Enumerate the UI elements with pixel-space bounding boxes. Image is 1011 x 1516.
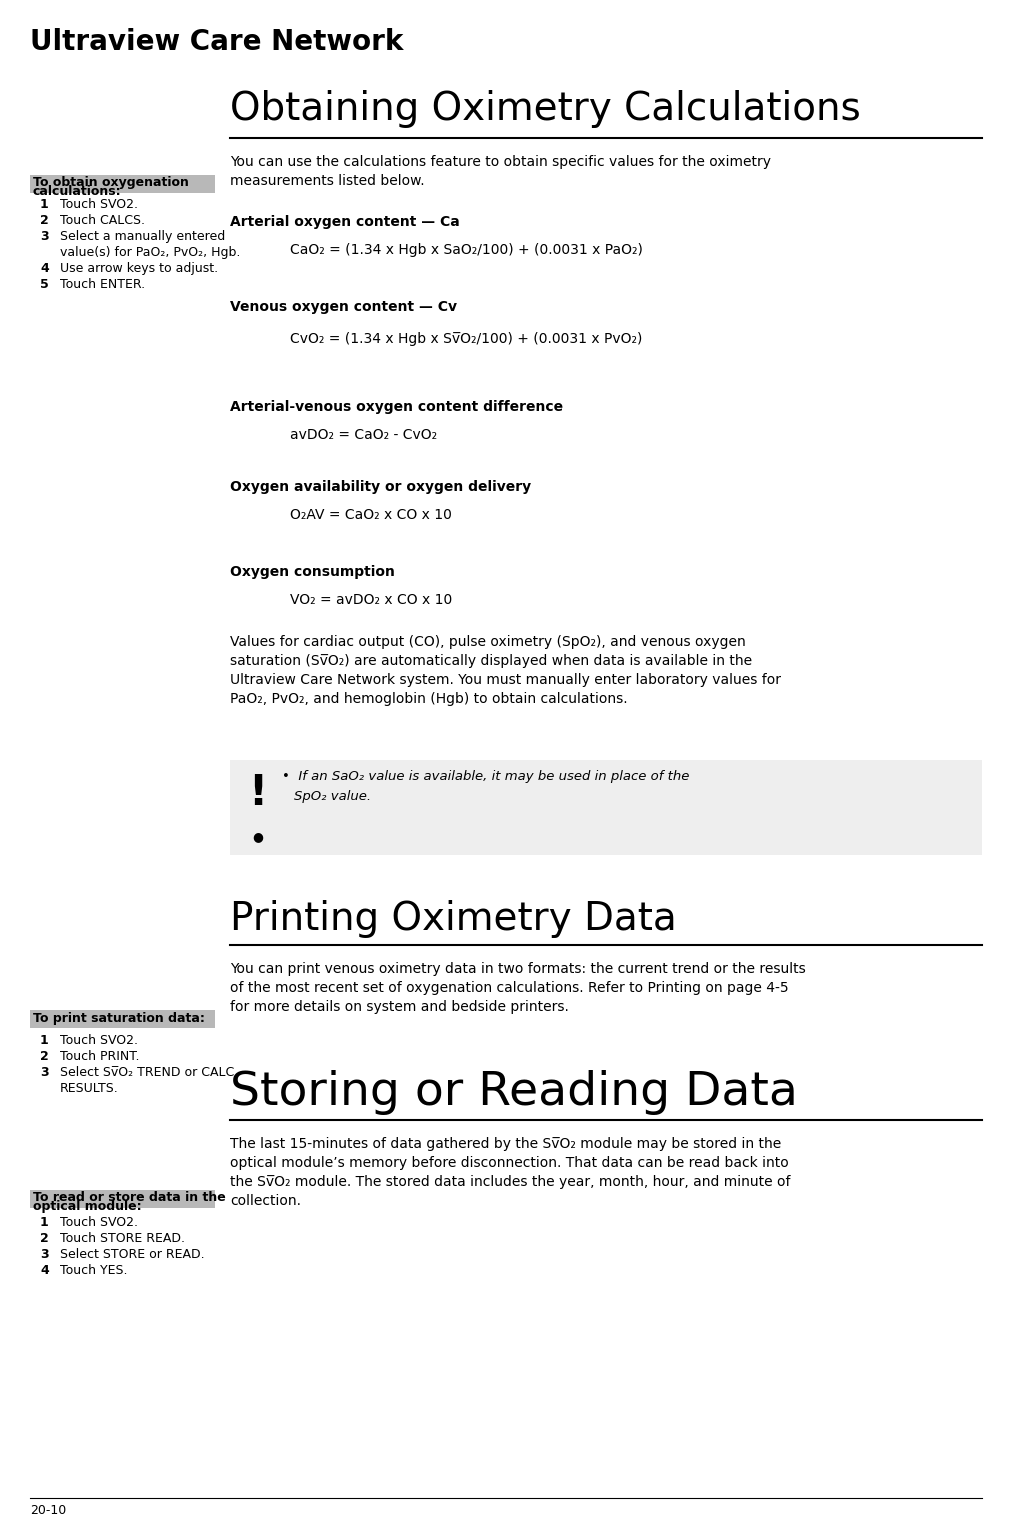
Text: VO₂ = avDO₂ x CO x 10: VO₂ = avDO₂ x CO x 10 — [290, 593, 452, 606]
Text: Select Sv̅O₂ TREND or CALC: Select Sv̅O₂ TREND or CALC — [60, 1066, 234, 1079]
Text: Touch YES.: Touch YES. — [60, 1264, 127, 1276]
Text: 2: 2 — [40, 214, 49, 227]
Text: 4: 4 — [40, 262, 49, 274]
Text: 2: 2 — [40, 1233, 49, 1245]
Text: optical module:: optical module: — [33, 1201, 142, 1213]
Text: Touch STORE READ.: Touch STORE READ. — [60, 1233, 185, 1245]
Text: ●: ● — [253, 829, 263, 843]
Text: Oxygen consumption: Oxygen consumption — [229, 565, 394, 579]
Text: CvO₂ = (1.34 x Hgb x Sv̅O₂/100) + (0.0031 x PvO₂): CvO₂ = (1.34 x Hgb x Sv̅O₂/100) + (0.003… — [290, 332, 642, 346]
Text: To obtain oxygenation: To obtain oxygenation — [33, 176, 189, 190]
Text: 3: 3 — [40, 1248, 49, 1261]
Text: Touch PRINT.: Touch PRINT. — [60, 1051, 140, 1063]
Text: O₂AV = CaO₂ x CO x 10: O₂AV = CaO₂ x CO x 10 — [290, 508, 452, 522]
Bar — [229, 760, 981, 855]
Bar — [30, 1190, 214, 1208]
Text: Arterial-venous oxygen content difference: Arterial-venous oxygen content differenc… — [229, 400, 562, 414]
Text: 1: 1 — [40, 199, 49, 211]
Text: To read or store data in the: To read or store data in the — [33, 1192, 225, 1204]
Text: value(s) for PaO₂, PvO₂, Hgb.: value(s) for PaO₂, PvO₂, Hgb. — [60, 246, 241, 259]
Text: 2: 2 — [40, 1051, 49, 1063]
Text: You can use the calculations feature to obtain specific values for the oximetry
: You can use the calculations feature to … — [229, 155, 770, 188]
Text: Touch SVO2.: Touch SVO2. — [60, 1034, 137, 1048]
Text: 3: 3 — [40, 1066, 49, 1079]
Text: You can print venous oximetry data in two formats: the current trend or the resu: You can print venous oximetry data in tw… — [229, 963, 805, 1014]
Text: Printing Oximetry Data: Printing Oximetry Data — [229, 901, 676, 938]
Text: Values for cardiac output (CO), pulse oximetry (SpO₂), and venous oxygen
saturat: Values for cardiac output (CO), pulse ox… — [229, 635, 780, 706]
Text: Touch ENTER.: Touch ENTER. — [60, 277, 145, 291]
Bar — [30, 1010, 214, 1028]
Text: Venous oxygen content — Cv: Venous oxygen content — Cv — [229, 300, 457, 314]
Text: 1: 1 — [40, 1216, 49, 1229]
Text: 4: 4 — [40, 1264, 49, 1276]
Bar — [30, 174, 214, 193]
Text: CaO₂ = (1.34 x Hgb x SaO₂/100) + (0.0031 x PaO₂): CaO₂ = (1.34 x Hgb x SaO₂/100) + (0.0031… — [290, 243, 642, 258]
Text: Use arrow keys to adjust.: Use arrow keys to adjust. — [60, 262, 218, 274]
Text: calculations:: calculations: — [33, 185, 121, 199]
Text: To print saturation data:: To print saturation data: — [33, 1013, 204, 1025]
Text: 5: 5 — [40, 277, 49, 291]
Text: Obtaining Oximetry Calculations: Obtaining Oximetry Calculations — [229, 89, 860, 127]
Text: Touch SVO2.: Touch SVO2. — [60, 199, 137, 211]
Text: RESULTS.: RESULTS. — [60, 1082, 118, 1095]
Text: Arterial oxygen content — Ca: Arterial oxygen content — Ca — [229, 215, 459, 229]
Text: Touch CALCS.: Touch CALCS. — [60, 214, 145, 227]
Text: The last 15-minutes of data gathered by the Sv̅O₂ module may be stored in the
op: The last 15-minutes of data gathered by … — [229, 1137, 790, 1208]
Text: 20-10: 20-10 — [30, 1504, 66, 1516]
Text: !: ! — [248, 772, 267, 814]
Text: •  If an SaO₂ value is available, it may be used in place of the: • If an SaO₂ value is available, it may … — [282, 770, 688, 782]
Text: Select STORE or READ.: Select STORE or READ. — [60, 1248, 204, 1261]
Text: Ultraview Care Network: Ultraview Care Network — [30, 27, 403, 56]
Text: 1: 1 — [40, 1034, 49, 1048]
Text: SpO₂ value.: SpO₂ value. — [294, 790, 371, 803]
Text: Touch SVO2.: Touch SVO2. — [60, 1216, 137, 1229]
Text: Storing or Reading Data: Storing or Reading Data — [229, 1070, 797, 1114]
Text: Select a manually entered: Select a manually entered — [60, 230, 225, 243]
Text: avDO₂ = CaO₂ - CvO₂: avDO₂ = CaO₂ - CvO₂ — [290, 428, 437, 443]
Text: 3: 3 — [40, 230, 49, 243]
Text: Oxygen availability or oxygen delivery: Oxygen availability or oxygen delivery — [229, 481, 531, 494]
